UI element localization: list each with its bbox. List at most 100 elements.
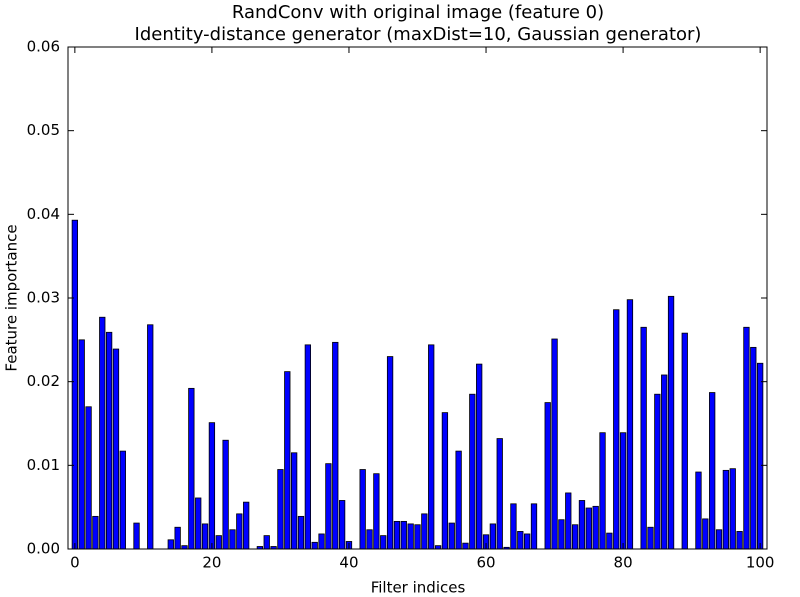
y-tick-label: 0.04 [27,205,60,223]
bar [195,497,202,550]
bar [407,523,414,550]
bar [366,529,373,550]
bar [359,469,366,550]
bar [236,513,243,550]
y-tick-label: 0.05 [27,121,60,139]
bar [338,500,346,550]
bar [619,432,627,550]
x-tick-label: 60 [476,554,495,572]
bar [229,529,236,550]
bar [695,471,702,550]
bar [592,505,599,550]
bar [736,531,743,550]
bar [667,295,675,550]
bar [558,519,565,550]
bar [524,533,531,550]
x-tick-label: 20 [202,554,221,572]
bar [517,531,524,550]
bar [311,541,318,550]
x-tick-label: 40 [339,554,358,572]
bar [606,532,613,550]
bar [284,371,291,550]
bar [462,542,469,550]
bar [469,393,476,550]
bar [434,545,442,550]
bar [297,515,305,550]
bar [640,326,647,550]
y-tick-label: 0.03 [27,289,60,307]
bar [715,529,723,550]
bar [400,520,407,550]
bar [654,393,661,550]
bar [551,338,558,550]
bar [530,503,538,550]
bar [565,492,572,550]
bar [119,450,126,550]
bar [263,535,270,550]
bar [332,341,339,550]
bar [380,535,387,550]
x-tick-label: 100 [746,554,775,572]
bar [318,533,325,550]
bar [373,473,380,550]
bar [277,469,284,550]
bar [188,387,195,550]
bar [291,452,298,550]
bar [647,526,654,550]
bar [386,356,394,550]
bar [325,463,332,550]
bar [393,520,401,550]
bar [743,326,750,550]
bar [571,524,579,550]
bar [85,406,92,550]
bar [496,438,503,550]
bar [421,513,428,550]
x-tick-label: 0 [70,554,80,572]
bar [476,363,483,550]
chart-subtitle: Identity-distance generator (maxDist=10,… [135,24,702,45]
bar [510,503,517,550]
x-tick-label: 80 [614,554,633,572]
bar [729,468,736,550]
bar [99,316,106,550]
chart-title: RandConv with original image (feature 0) [232,2,604,23]
bar [304,344,311,550]
bar [167,539,174,550]
bar [702,518,709,550]
y-tick-label: 0.01 [27,456,60,474]
bar [147,324,154,550]
bar [681,332,688,550]
bar [585,507,592,550]
bar [174,526,181,550]
bar [750,346,757,550]
bar [78,339,85,550]
y-axis-label: Feature importance [3,224,21,371]
bar [201,523,209,550]
bar [208,422,216,550]
bar [105,331,113,550]
y-tick-label: 0.02 [27,372,60,390]
bar [215,535,222,550]
bar [222,439,229,550]
bar [112,348,120,550]
bar [441,412,449,550]
bar [661,374,668,550]
y-tick-label: 0.06 [27,38,60,56]
bar [709,392,716,550]
y-tick-label: 0.00 [27,540,60,558]
bar [757,362,764,550]
bar [489,523,497,550]
bar [414,524,421,550]
bar [578,500,586,550]
bar [544,402,551,550]
x-axis-label: Filter indices [371,579,466,597]
bar [71,219,78,550]
bar [133,522,140,550]
bar [181,545,188,550]
bar [599,432,606,550]
bar [455,450,462,550]
bar [243,501,250,550]
bar [626,299,634,550]
